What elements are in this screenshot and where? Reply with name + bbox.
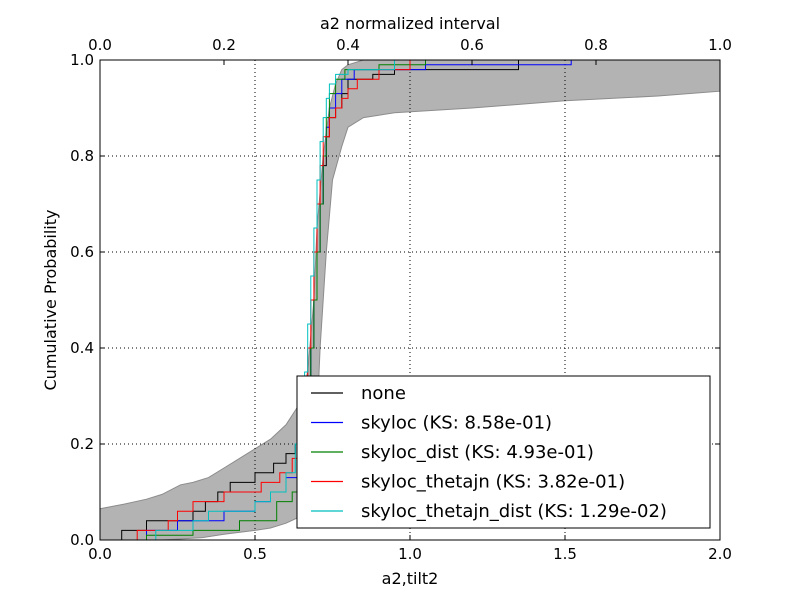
top-axis-label: a2 normalized interval bbox=[320, 14, 500, 33]
y-tick-label: 0.0 bbox=[70, 531, 94, 549]
legend-item: skyloc (KS: 8.58e-01) bbox=[311, 413, 552, 434]
top-x-tick-label: 1.0 bbox=[708, 36, 732, 54]
y-tick-label: 0.6 bbox=[70, 243, 94, 261]
y-axis-label: Cumulative Probability bbox=[41, 210, 60, 391]
top-x-tick-label: 0.0 bbox=[88, 36, 112, 54]
top-x-tick-label: 0.2 bbox=[212, 36, 236, 54]
legend-label: skyloc_dist (KS: 4.93e-01) bbox=[361, 442, 594, 463]
x-tick-label: 0.5 bbox=[243, 545, 267, 563]
legend-label: skyloc_thetajn_dist (KS: 1.29e-02) bbox=[361, 501, 667, 522]
legend-item: none bbox=[311, 383, 406, 404]
y-tick-label: 0.4 bbox=[70, 339, 94, 357]
top-x-tick-label: 0.4 bbox=[336, 36, 360, 54]
y-tick-label: 1.0 bbox=[70, 51, 94, 69]
y-tick-label: 0.2 bbox=[70, 435, 94, 453]
legend-label: none bbox=[361, 383, 406, 404]
top-x-tick-label: 0.6 bbox=[460, 36, 484, 54]
x-tick-label: 2.0 bbox=[708, 545, 732, 563]
top-x-tick-label: 0.8 bbox=[584, 36, 608, 54]
x-tick-label: 1.0 bbox=[398, 545, 422, 563]
legend-label: skyloc (KS: 8.58e-01) bbox=[361, 413, 552, 434]
series-line-3 bbox=[136, 59, 581, 540]
y-tick-label: 0.8 bbox=[70, 147, 94, 165]
x-tick-label: 0.0 bbox=[88, 545, 112, 563]
series-line-4 bbox=[155, 59, 581, 540]
axis-ticks: 0.0 0.5 1.0 1.5 2.00.0 0.2 0.4 0.6 0.8 1.00.00.20… bbox=[70, 36, 732, 563]
legend-item: skyloc_thetajn_dist (KS: 1.29e-02) bbox=[311, 501, 667, 522]
legend: none skyloc (KS: 8.58e-01) skyloc_dist (KS… bbox=[296, 375, 711, 529]
series-lines bbox=[121, 59, 581, 540]
legend-item: skyloc_thetajn (KS: 3.82e-01) bbox=[311, 472, 625, 493]
legend-item: skyloc_dist (KS: 4.93e-01) bbox=[311, 442, 594, 463]
legend-label: skyloc_thetajn (KS: 3.82e-01) bbox=[361, 472, 625, 493]
legend-box bbox=[296, 375, 711, 529]
series-line-2 bbox=[146, 59, 581, 540]
x-axis-label: a2,tilt2 bbox=[382, 569, 439, 588]
x-tick-label: 1.5 bbox=[553, 545, 577, 563]
